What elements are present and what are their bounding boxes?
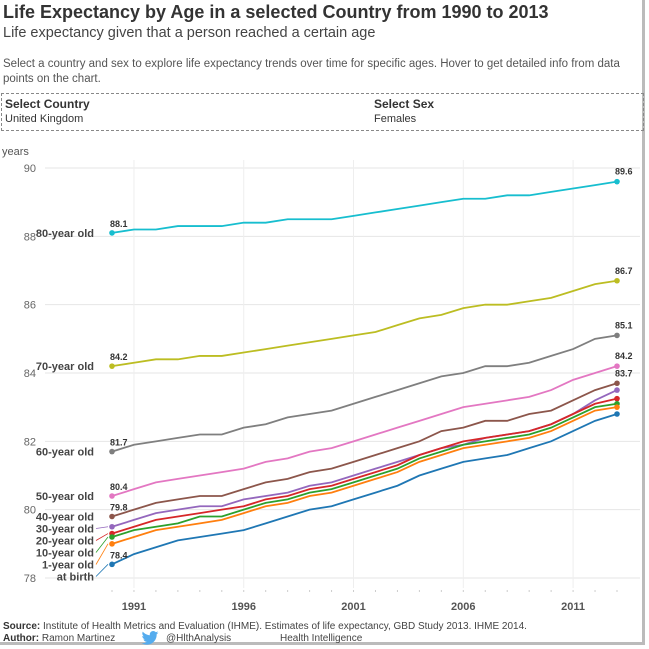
series-label-leader bbox=[95, 564, 109, 577]
data-label-start: 80.4 bbox=[110, 482, 128, 492]
data-label-end: 86.7 bbox=[615, 266, 633, 276]
series-label: at birth bbox=[57, 572, 95, 584]
data-point-start[interactable] bbox=[109, 493, 115, 499]
y-tick-label: 84 bbox=[24, 368, 36, 380]
series-label: 20-year old bbox=[36, 536, 94, 548]
series-label-leader bbox=[95, 526, 109, 529]
y-tick-label: 90 bbox=[24, 163, 36, 175]
data-point-end[interactable] bbox=[614, 404, 620, 410]
y-axis-title: years bbox=[2, 146, 29, 158]
series-label: 1-year old bbox=[42, 560, 94, 572]
series-label-leader bbox=[95, 543, 109, 565]
data-point-end[interactable] bbox=[614, 411, 620, 417]
y-tick-label: 86 bbox=[24, 300, 36, 312]
series-line-at-birth bbox=[111, 413, 618, 566]
country-select[interactable]: United Kingdom bbox=[5, 113, 84, 125]
data-point-end[interactable] bbox=[614, 178, 620, 185]
twitter-bird-icon bbox=[140, 631, 160, 648]
series-line-40-year-old bbox=[111, 382, 618, 518]
org-name: Health Intelligence bbox=[280, 633, 363, 644]
data-label-end: 89.6 bbox=[615, 167, 633, 177]
data-point-start[interactable] bbox=[109, 363, 115, 369]
data-label-start: 88.1 bbox=[110, 219, 128, 229]
data-point-end[interactable] bbox=[614, 332, 620, 339]
data-point-start[interactable] bbox=[109, 561, 115, 568]
series-label: 50-year old bbox=[36, 491, 94, 503]
data-point-start[interactable] bbox=[109, 534, 115, 540]
y-tick-label: 80 bbox=[24, 505, 36, 517]
data-label-end: 84.2 bbox=[615, 351, 633, 361]
sex-filter-label: Select Sex bbox=[374, 97, 435, 111]
series-line-1-year-old bbox=[111, 406, 618, 545]
source-text: Institute of Health Metrics and Evaluati… bbox=[43, 621, 527, 632]
data-label-end: 83.7 bbox=[615, 368, 633, 378]
series-label-leader bbox=[95, 533, 109, 541]
series-line-20-year-old bbox=[111, 397, 618, 535]
data-point-start[interactable] bbox=[109, 541, 115, 547]
page-subtitle: Life expectancy given that a person reac… bbox=[3, 25, 376, 41]
source-line: Source: Institute of Health Metrics and … bbox=[3, 621, 639, 632]
data-label-start: 78.4 bbox=[110, 550, 128, 560]
data-point-start[interactable] bbox=[109, 523, 115, 530]
description: Select a country and sex to explore life… bbox=[3, 58, 620, 85]
data-point-end[interactable] bbox=[614, 395, 620, 402]
data-label-start: 84.2 bbox=[110, 352, 128, 362]
y-tick-label: 88 bbox=[24, 231, 36, 243]
data-point-end[interactable] bbox=[614, 363, 620, 369]
y-tick-label: 78 bbox=[24, 573, 36, 585]
author-line: Author: Ramon Martinez @HlthAnalysis Hea… bbox=[3, 631, 639, 645]
country-filter-label: Select Country bbox=[5, 97, 90, 111]
x-tick-label: 1996 bbox=[231, 601, 255, 613]
series-label: 30-year old bbox=[36, 524, 94, 536]
series-label: 70-year old bbox=[36, 361, 94, 373]
data-point-start[interactable] bbox=[109, 448, 115, 455]
data-point-start[interactable] bbox=[109, 513, 115, 520]
x-tick-label: 2006 bbox=[451, 601, 475, 613]
x-tick-label: 2001 bbox=[341, 601, 365, 613]
twitter-handle[interactable]: @HlthAnalysis bbox=[166, 633, 232, 644]
series-label: 10-year old bbox=[36, 548, 94, 560]
series-label: 60-year old bbox=[36, 447, 94, 459]
series-line-50-year-old bbox=[111, 365, 618, 497]
data-label-start: 79.8 bbox=[110, 503, 128, 513]
data-point-end[interactable] bbox=[614, 277, 620, 284]
line-chart[interactable]: years 78 80 82 84 86 88 90 1991 1996 2001 2006 2011 8… bbox=[0, 140, 645, 618]
series-line-10-year-old bbox=[111, 402, 618, 538]
author-label: Author: bbox=[3, 633, 40, 644]
y-tick-label: 82 bbox=[24, 436, 36, 448]
data-point-start[interactable] bbox=[109, 230, 115, 236]
x-tick-label: 2011 bbox=[561, 601, 585, 613]
sex-filter[interactable]: Select Sex Females bbox=[374, 97, 434, 125]
series-label-leader bbox=[95, 536, 109, 553]
data-point-end[interactable] bbox=[614, 380, 620, 387]
series-line-60-year-old bbox=[111, 334, 618, 453]
series-line-80-year-old bbox=[111, 180, 618, 234]
data-label-end: 85.1 bbox=[615, 320, 633, 330]
filter-panel: Select Country United Kingdom Select Sex… bbox=[1, 93, 644, 131]
page-title: Life Expectancy by Age in a selected Cou… bbox=[3, 2, 549, 22]
series-label: 80-year old bbox=[36, 228, 94, 240]
series-line-70-year-old bbox=[111, 279, 618, 368]
data-label-start: 81.7 bbox=[110, 438, 128, 448]
data-point-end[interactable] bbox=[614, 387, 620, 393]
country-filter[interactable]: Select Country United Kingdom bbox=[5, 97, 90, 125]
series-label: 40-year old bbox=[36, 512, 94, 524]
x-tick-label: 1991 bbox=[122, 601, 146, 613]
author-name: Ramon Martinez bbox=[41, 633, 116, 644]
source-label: Source: bbox=[3, 621, 41, 632]
sex-select[interactable]: Females bbox=[374, 113, 417, 125]
